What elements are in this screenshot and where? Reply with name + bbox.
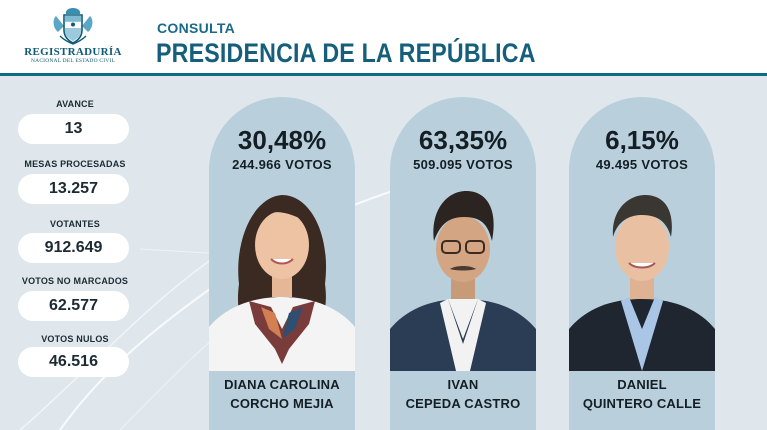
stat-label-nulos: VOTOS NULOS	[41, 334, 109, 344]
logo-subtitle: NACIONAL DEL ESTADO CIVIL	[30, 58, 116, 64]
candidate-card-quintero[interactable]: 6,15% 49.495 VOTOS DANIEL QUINTERO CALLE	[569, 97, 715, 430]
candidate-votes: 244.966 VOTOS	[232, 157, 332, 172]
stat-value-votantes: 912.649	[18, 233, 129, 263]
candidate-percent: 30,48%	[237, 125, 327, 155]
candidate-name-line1: DANIEL	[617, 377, 667, 392]
candidate-card-corcho[interactable]: 30,48% 244.966 VOTOS DIANA CAROLINA CORC…	[209, 97, 355, 430]
candidate-photo	[209, 195, 355, 371]
stat-value-mesas: 13.257	[18, 174, 129, 204]
stat-label-avance: AVANCE	[56, 99, 94, 109]
candidate-percent: 6,15%	[605, 125, 679, 155]
candidate-votes: 49.495 VOTOS	[595, 157, 689, 172]
stat-label-mesas: MESAS PROCESADAS	[24, 159, 126, 169]
page-title: PRESIDENCIA DE LA REPÚBLICA	[156, 38, 536, 68]
registraduria-logo: REGISTRADURÍA NACIONAL DEL ESTADO CIVIL	[18, 6, 128, 68]
candidate-percent: 63,35%	[418, 125, 508, 155]
candidate-name: DANIEL QUINTERO CALLE	[569, 375, 715, 413]
candidate-name-line2: CEPEDA CASTRO	[405, 396, 521, 411]
candidate-name-line2: CORCHO MEJIA	[230, 396, 334, 411]
page-eyebrow: CONSULTA	[157, 20, 236, 36]
logo-name: REGISTRADURÍA	[24, 46, 122, 58]
stat-label-votantes: VOTANTES	[50, 219, 100, 229]
stat-label-no-marcados: VOTOS NO MARCADOS	[21, 276, 129, 286]
candidate-votes: 509.095 VOTOS	[413, 157, 513, 172]
candidate-name-line1: IVAN	[447, 377, 479, 392]
candidate-photo	[390, 191, 536, 371]
coat-of-arms-icon	[53, 8, 93, 45]
stat-value-nulos: 46.516	[18, 347, 129, 377]
stat-value-avance: 13	[18, 114, 129, 144]
candidate-name: DIANA CAROLINA CORCHO MEJIA	[209, 375, 355, 413]
candidate-name: IVAN CEPEDA CASTRO	[390, 375, 536, 413]
header: REGISTRADURÍA NACIONAL DEL ESTADO CIVIL …	[0, 0, 767, 76]
candidate-photo	[569, 195, 715, 371]
candidate-name-line1: DIANA CAROLINA	[224, 377, 340, 392]
candidate-name-line2: QUINTERO CALLE	[582, 396, 702, 411]
stat-value-no-marcados: 62.577	[18, 291, 129, 321]
candidate-card-cepeda[interactable]: 63,35% 509.095 VOTOS IVAN CEPEDA CASTRO	[390, 97, 536, 430]
